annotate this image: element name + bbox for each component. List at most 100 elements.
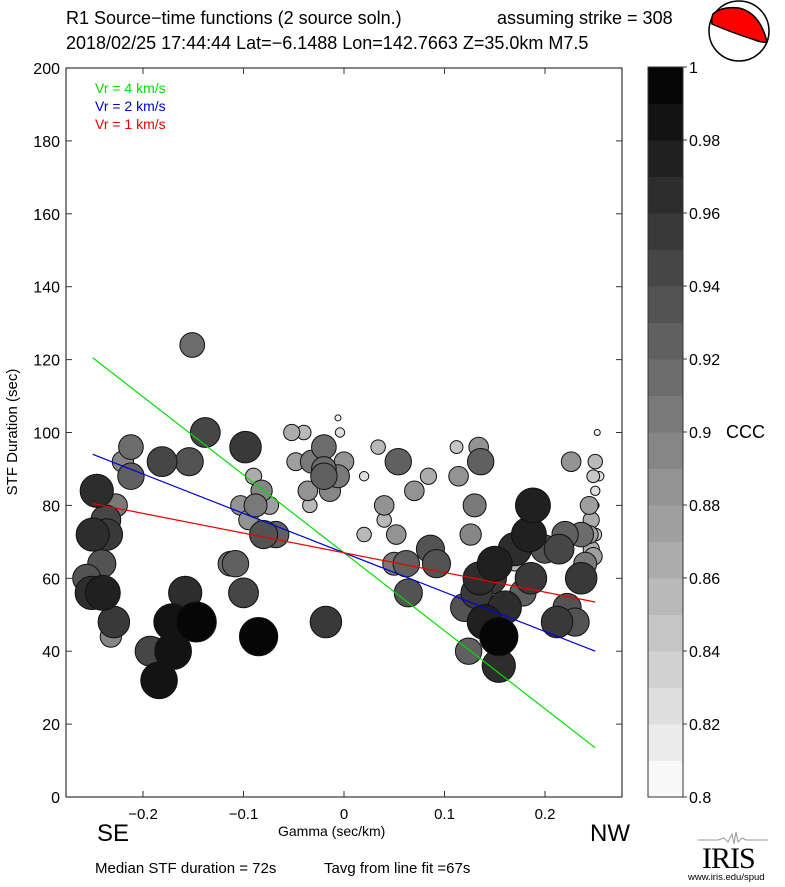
iris-url: www.iris.edu/spud	[688, 872, 765, 883]
data-point	[84, 574, 121, 611]
data-point	[179, 332, 206, 358]
data-point	[466, 447, 495, 476]
data-point	[586, 469, 601, 484]
data-point	[189, 417, 221, 448]
colorbar-band	[648, 541, 683, 579]
data-point	[543, 533, 575, 565]
y-tick-label: 0	[51, 790, 60, 807]
x-tick-label: 0.1	[434, 806, 455, 823]
colorbar-tick-label: 1	[689, 60, 698, 77]
data-point	[373, 495, 395, 516]
data-point	[579, 495, 599, 515]
direction-label-se: SE	[97, 820, 130, 847]
colorbar-tick-label: 0.84	[689, 644, 720, 661]
data-point	[540, 605, 574, 639]
data-point	[358, 471, 370, 482]
data-point	[449, 440, 464, 454]
data-point	[229, 430, 262, 464]
colorbar-tick-label: 0.94	[689, 279, 720, 296]
colorbar-band	[648, 103, 683, 141]
colorbar-band	[648, 176, 683, 214]
colorbar-band	[648, 468, 683, 506]
y-tick-label: 140	[33, 280, 60, 297]
data-point	[309, 605, 343, 639]
y-tick-label: 100	[33, 426, 60, 443]
colorbar-tick-label: 0.88	[689, 498, 720, 515]
y-tick-label: 80	[42, 498, 60, 515]
iris-logo[interactable]: IRIS www.iris.edu/spud	[688, 830, 778, 885]
data-point	[370, 439, 386, 455]
seismogram-icon	[698, 831, 768, 844]
data-point	[146, 446, 178, 478]
data-point	[462, 493, 487, 518]
data-point	[75, 517, 110, 552]
data-point	[228, 577, 259, 609]
data-point	[476, 545, 513, 582]
data-point	[334, 427, 346, 438]
median-duration-text: Median STF duration = 72s	[95, 860, 277, 877]
data-point	[334, 414, 342, 422]
colorbar-band	[648, 651, 683, 688]
fit-line-3	[92, 502, 596, 603]
event-info: 2018/02/25 17:44:44 Lat=−6.1488 Lon=142.…	[66, 33, 589, 53]
colorbar-band	[648, 213, 683, 250]
colorbar-tick-label: 0.9	[689, 425, 711, 442]
x-tick-label: 0	[340, 806, 348, 823]
data-point	[385, 524, 407, 545]
colorbar-band	[648, 614, 683, 652]
data-point	[140, 661, 178, 700]
iris-logo-text: IRIS	[702, 842, 756, 875]
x-axis-label: Gamma (sec/km)	[278, 823, 386, 839]
colorbar-band	[648, 395, 683, 433]
plot-area: 0 20 40 60 80 100 120 140 160 180 200 −0.2 −0.1 0 0.1 0…	[33, 61, 623, 823]
data-point	[79, 473, 114, 508]
colorbar-band	[648, 67, 683, 104]
colorbar-tick-label: 0.8	[689, 790, 711, 807]
data-point	[310, 462, 338, 490]
colorbar-tick-label: 0.96	[689, 206, 720, 223]
data-point	[384, 447, 412, 476]
data-point	[448, 465, 469, 487]
data-point	[479, 616, 519, 657]
colorbar-band	[648, 505, 683, 542]
data-point	[97, 605, 131, 639]
y-tick-label: 200	[33, 61, 60, 78]
colorbar-band	[648, 140, 683, 177]
data-point	[421, 549, 452, 579]
colorbar-label: CCC	[726, 422, 765, 442]
chart-title: R1 Source−time functions (2 source soln.…	[66, 8, 402, 28]
data-point	[514, 487, 551, 524]
data-point	[587, 453, 603, 470]
legend-entry: Vr = 2 km/s	[95, 98, 166, 114]
data-point	[560, 451, 582, 472]
data-point	[118, 434, 144, 460]
x-tick-label: 0.2	[535, 806, 556, 823]
tavg-text: Tavg from line fit =67s	[324, 860, 471, 877]
colorbar-tick-label: 0.86	[689, 571, 720, 588]
data-point	[221, 550, 250, 578]
y-tick-label: 20	[42, 717, 60, 734]
data-point	[311, 434, 337, 460]
data-point	[419, 467, 438, 485]
data-point	[514, 562, 548, 595]
data-point	[238, 616, 279, 657]
colorbar-band	[648, 432, 683, 469]
colorbar-band	[648, 578, 683, 615]
data-point	[590, 485, 601, 497]
y-axis-label: STF Duration (sec)	[4, 368, 21, 496]
focal-mechanism-beachball-icon	[708, 0, 770, 62]
x-tick-label: −0.1	[229, 806, 259, 823]
data-point	[564, 562, 598, 595]
colorbar-band	[648, 359, 683, 396]
beachball-compression-quadrant	[710, 6, 768, 43]
data-point	[356, 526, 372, 543]
y-tick-label: 60	[42, 571, 60, 588]
data-point	[175, 601, 217, 643]
colorbar-band	[648, 687, 683, 725]
y-tick-label: 160	[33, 207, 60, 224]
strike-text: assuming strike = 308	[497, 8, 673, 28]
y-tick-label: 120	[33, 353, 60, 370]
y-tick-label: 40	[42, 644, 60, 661]
colorbar-tick-label: 0.98	[689, 133, 720, 150]
